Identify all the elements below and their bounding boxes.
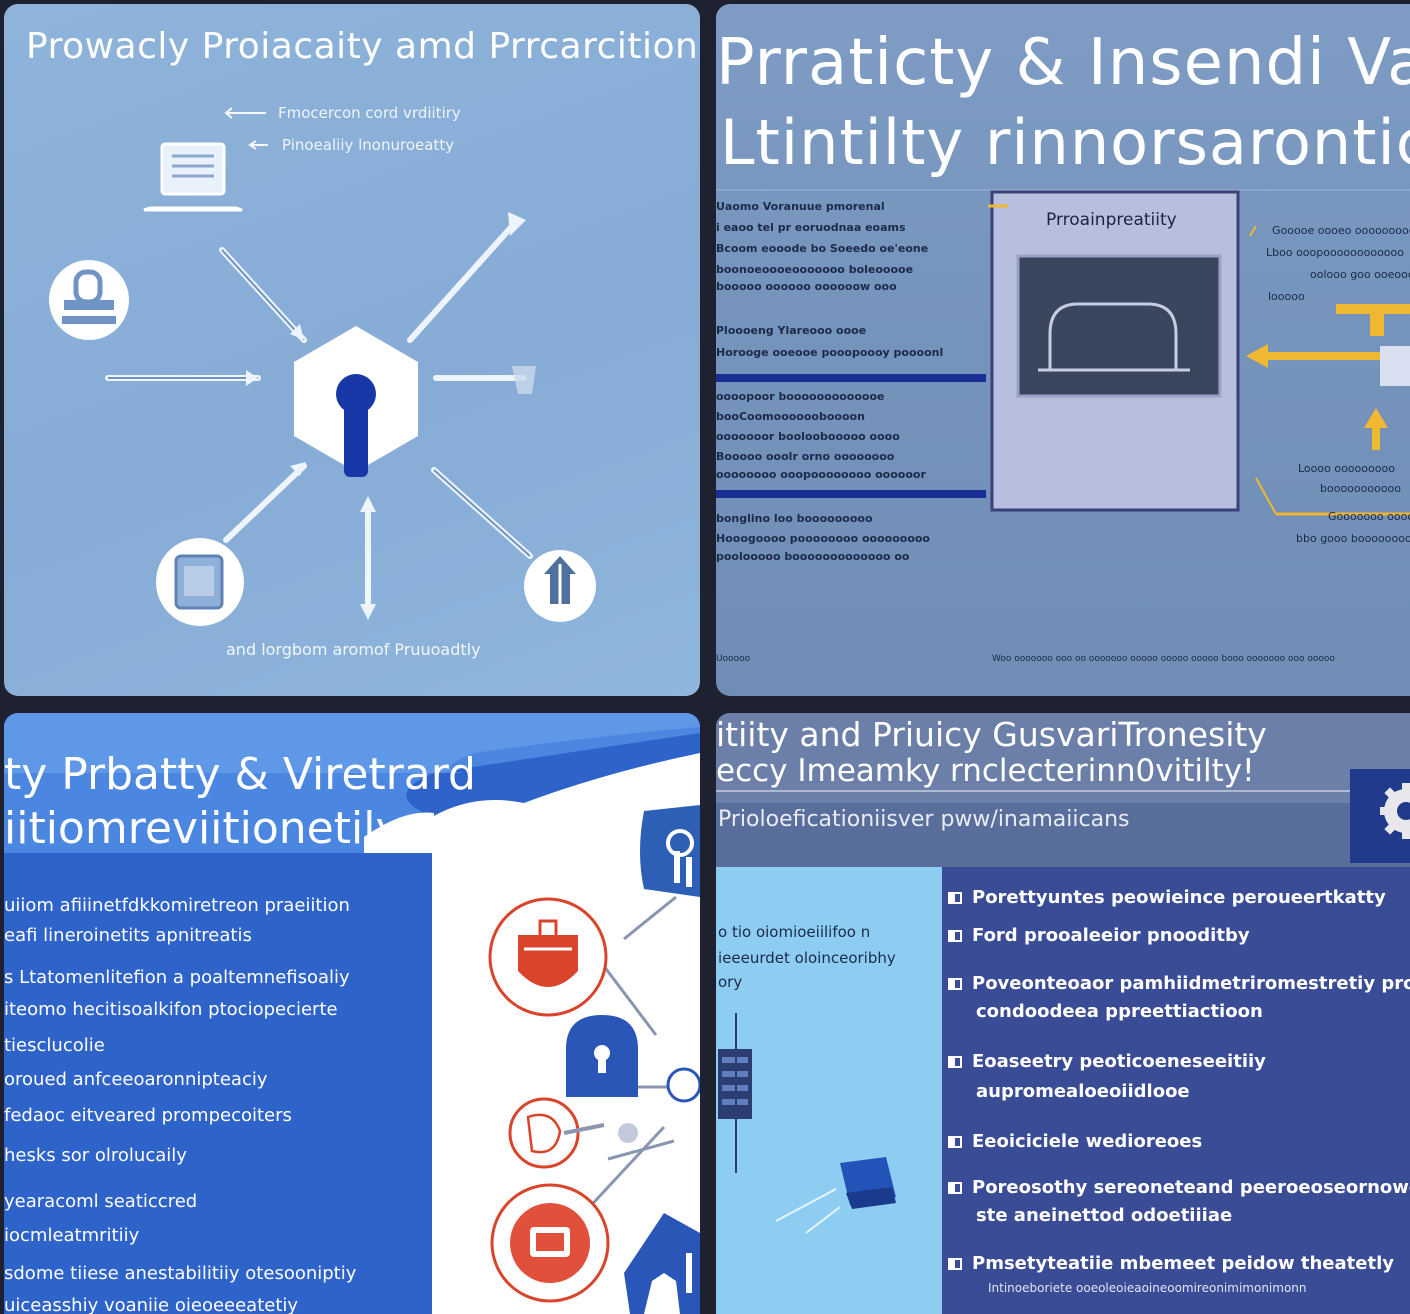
laptop-icon bbox=[143, 142, 243, 212]
tile-3-title-line-1: ty Prbatty & Viretrard bbox=[4, 749, 476, 800]
right-text-line: bbo gooo booooooooo bbox=[1296, 532, 1410, 545]
lock-stamp-icon bbox=[49, 260, 129, 340]
checkbox-icon bbox=[948, 1182, 962, 1194]
bullet-item: Ford prooaleeior pnooditby bbox=[948, 925, 1250, 946]
tile-1-footer: and lorgbom aromof Pruuoadtly bbox=[226, 640, 481, 659]
camera-icon bbox=[490, 1183, 610, 1303]
keyhole-hexagon-icon bbox=[294, 326, 418, 477]
tile-2-title-line-2: Ltintilty rinnorsarontic bbox=[720, 106, 1410, 179]
tile-4-footnote: Intinoeboriete ooeoleoieaoineoomireonimi… bbox=[988, 1281, 1307, 1295]
text-line: hesks sor olrolucaily bbox=[4, 1145, 187, 1166]
document-icon bbox=[156, 538, 244, 626]
text-line: tiesclucolie bbox=[4, 1035, 105, 1056]
tile-2-illustration bbox=[716, 189, 1410, 516]
left-text-line: ory bbox=[718, 973, 743, 991]
bullet-item: Pmsetyteatiie mbemeet peidow theatetly bbox=[948, 1253, 1394, 1274]
checkbox-icon bbox=[948, 978, 962, 990]
left-text-line: Booooo ooolr orno oooooooo bbox=[716, 450, 895, 463]
image-tile-2[interactable]: Prraticty & Insendi Vanr Ltintilty rinno… bbox=[716, 4, 1410, 696]
left-text-line: booooo oooooo oooooow ooo bbox=[716, 280, 897, 293]
left-text-line: Horooge ooeooe pooopoooy poooonl bbox=[716, 346, 944, 359]
text-line: fedaoc eitveared prompecoiters bbox=[4, 1105, 292, 1126]
right-text-line: Lboo ooopoooooooooooo bbox=[1266, 246, 1404, 259]
device-panel-icon bbox=[990, 190, 1240, 512]
left-text-line: oooopoor booooooooooooe bbox=[716, 390, 885, 403]
image-tile-4[interactable]: itiity and Priuicy GusvariTronesity eccy… bbox=[716, 713, 1410, 1314]
left-text-line: Hooogoooo poooooooo ooooooooo bbox=[716, 532, 930, 545]
text-line: sdome tiiese anestabilitiiy otesooniptiy bbox=[4, 1263, 357, 1284]
right-text-line: Gooooooo oooo bbox=[1328, 510, 1410, 523]
left-text-line: poolooooo booooooooooooo oo bbox=[716, 550, 910, 563]
left-text-line: ooooooor booloobooooo oooo bbox=[716, 430, 900, 443]
bullet-item-continuation: ste aneinettod odoetiiiae bbox=[976, 1205, 1233, 1226]
text-line: yearacoml seaticcred bbox=[4, 1191, 198, 1212]
left-text-line: Ploooeng Ylareooo oooe bbox=[716, 324, 867, 337]
tile-2-footer-left: Uooooo bbox=[716, 654, 751, 664]
right-text-line: oolooo goo ooeooooo bbox=[1310, 268, 1410, 281]
tile-2-footer-right: Woo ooooooo ooo oo ooooooo ooooo ooooo o… bbox=[992, 654, 1335, 664]
tile-3-background bbox=[4, 713, 700, 1314]
checkbox-icon bbox=[948, 1056, 962, 1068]
left-text-line: booCoomooooooboooon bbox=[716, 410, 865, 423]
left-text-line: boonoeoooeooooooo boleooooe bbox=[716, 263, 914, 276]
gear-icon bbox=[1380, 783, 1410, 839]
bullet-item-continuation: condoodeea ppreettiactioon bbox=[976, 1001, 1263, 1022]
tile-4-title-line-1: itiity and Priuicy GusvariTronesity bbox=[716, 715, 1267, 754]
medical-bag-icon bbox=[488, 897, 608, 1017]
face-icon bbox=[508, 1097, 638, 1169]
tile-4-subtitle: Prioloeficationiisver pww/inamaiicans bbox=[718, 807, 1130, 832]
text-line: s Ltatomenlitefion a poaltemnefisoaliy bbox=[4, 967, 350, 988]
left-text-line: i eaoo tel pr eoruodnaa eoams bbox=[716, 221, 906, 234]
right-text-line: booooooooooo bbox=[1320, 482, 1402, 495]
text-line: uiiom afiiinetfdkkomiretreon praeiition bbox=[4, 895, 350, 916]
bullet-item-continuation: aupromealoeoiidlooe bbox=[976, 1081, 1190, 1102]
tile-1-title: Prowacly Proiacaity amd Prrcarcition bbox=[26, 26, 699, 67]
text-line: eafi lineroinetits apnitreatis bbox=[4, 925, 252, 946]
tile-1-illustration bbox=[49, 107, 596, 626]
device-panel-label: Prroainpreatiity bbox=[1046, 210, 1177, 230]
left-text-line: o tio oiomioeiilifoo n bbox=[718, 923, 871, 941]
tile-4-background bbox=[716, 713, 1410, 1314]
right-text-line: looooo bbox=[1268, 290, 1305, 303]
padlock-icon bbox=[566, 1015, 638, 1097]
left-text-line: bonglino loo booooooooo bbox=[716, 512, 873, 525]
checkbox-icon bbox=[948, 1136, 962, 1148]
checkbox-icon bbox=[948, 930, 962, 942]
left-text-line: oooooooo ooopoooooooo oooooor bbox=[716, 468, 926, 481]
image-tile-1[interactable]: Prowacly Proiacaity amd Prrcarcition bbox=[4, 4, 700, 696]
image-tile-3[interactable]: ty Prbatty & Viretrard iitiomreviitionet… bbox=[4, 713, 700, 1314]
checkbox-icon bbox=[948, 1258, 962, 1270]
tile-4-title-line-2: eccy Imeamky rnclecterinn0vitilty! bbox=[716, 753, 1255, 789]
bullet-item: Poveonteoaor pamhiidmetriromestretiy pro… bbox=[948, 973, 1410, 994]
tile-2-title-line-1: Prraticty & Insendi Vanr bbox=[716, 26, 1410, 100]
tile-3-title-line-2: iitiomreviitionetily bbox=[4, 803, 402, 854]
left-text-line: ieeeurdet oloinceoribhy bbox=[718, 949, 896, 967]
tile-1-note-2: Pinoealiiy lnonuroeatty bbox=[282, 136, 455, 154]
left-text-line: Bcoom eooode bo Soeedo oe'eone bbox=[716, 242, 929, 255]
checkbox-icon bbox=[948, 892, 962, 904]
right-text-line: Gooooe oooeo ooooooooe bbox=[1272, 224, 1410, 237]
left-text-line: Uaomo Voranuue pmorenal bbox=[716, 200, 885, 213]
device-icon bbox=[840, 1157, 896, 1209]
bullet-item: Eeoiciciele wedioreoes bbox=[948, 1131, 1202, 1152]
bullet-item: Poreosothy sereoneteand peeroeoseornowe bbox=[948, 1177, 1410, 1198]
text-line: iocmleatmritiiy bbox=[4, 1225, 140, 1246]
shield-keyhole-icon bbox=[640, 805, 700, 897]
upload-icon bbox=[524, 550, 596, 622]
right-text-line: Loooo ooooooooo bbox=[1298, 462, 1395, 475]
bullet-item: Porettyuntes peowieince peroueertkatty bbox=[948, 887, 1386, 908]
text-line: uiceasshiy voaniie oieoeeeatetiy bbox=[4, 1295, 299, 1314]
bullet-item: Eoaseetry peoticoeneseeitiiy bbox=[948, 1051, 1266, 1072]
tile-1-note-1: Fmocercon cord vrdiitiry bbox=[278, 104, 461, 122]
text-line: iteomo hecitisoalkifon ptociopecierte bbox=[4, 999, 338, 1020]
hand-icon bbox=[624, 1213, 700, 1314]
text-line: oroued anfceeoaronnipteaciy bbox=[4, 1069, 268, 1090]
